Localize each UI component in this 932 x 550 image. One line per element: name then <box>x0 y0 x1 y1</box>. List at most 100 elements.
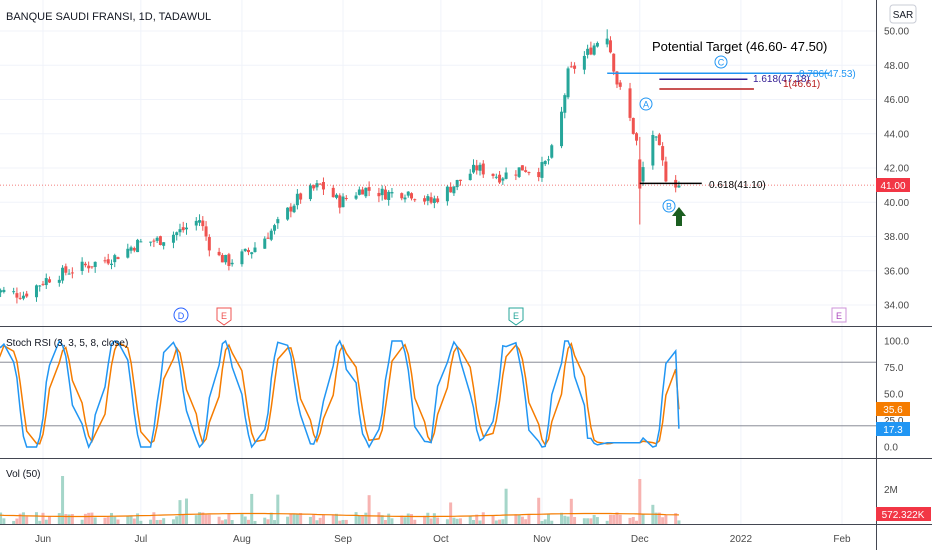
candle-body <box>628 88 632 118</box>
price-pane[interactable] <box>0 29 876 304</box>
candle-body <box>494 176 498 178</box>
rsi-y-tick-label: 25.0 <box>884 416 904 427</box>
candle-body <box>103 260 107 262</box>
volume-bar <box>139 520 143 524</box>
volume-bar <box>494 520 498 524</box>
candle-body <box>478 164 482 171</box>
volume-bar <box>250 493 254 524</box>
currency-button[interactable]: SAR <box>889 4 917 24</box>
volume-bar <box>67 514 71 524</box>
candle-body <box>70 272 74 274</box>
candle-body <box>364 187 368 197</box>
volume-bar <box>478 520 482 524</box>
volume-pane[interactable] <box>0 476 681 524</box>
volume-bar <box>377 512 381 524</box>
candle-body <box>520 165 524 171</box>
candle-body <box>413 199 417 201</box>
fib-1618-label: 1.618(47.18) <box>753 74 810 85</box>
candle-body <box>641 167 645 182</box>
x-tick-label: Sep <box>334 534 352 545</box>
volume-bar <box>198 512 202 524</box>
candle-body <box>540 162 544 178</box>
candle-body <box>331 187 335 198</box>
volume-bar <box>194 515 198 524</box>
candle-body <box>651 134 655 166</box>
candle-body <box>341 196 345 208</box>
candle-body <box>377 192 381 197</box>
volume-bar <box>390 518 394 524</box>
last-price-text: 41.00 <box>880 181 905 192</box>
candle-body <box>67 273 71 275</box>
volume-bar <box>582 518 586 524</box>
candle-body <box>429 197 433 203</box>
volume-bar <box>171 519 175 524</box>
volume-bar <box>93 517 97 524</box>
candle-body <box>481 163 485 175</box>
dividend-marker[interactable]: D <box>173 307 189 323</box>
candle-body <box>21 295 25 299</box>
volume-bar <box>661 517 665 524</box>
earnings-marker-feb[interactable]: E <box>831 307 847 323</box>
candle-body <box>335 194 339 198</box>
candle-body <box>116 257 120 260</box>
volume-bar <box>109 512 113 524</box>
volume-bar <box>201 512 205 524</box>
volume-bar <box>364 512 368 524</box>
candle-body <box>410 193 414 199</box>
candle-body <box>615 71 619 85</box>
candle-body <box>227 254 231 266</box>
x-tick-label: 2022 <box>730 534 753 545</box>
candle-body <box>543 160 547 165</box>
volume-bar <box>455 518 459 524</box>
candle-body <box>550 145 554 158</box>
volume-ma-line <box>0 512 679 518</box>
candle-body <box>263 238 267 249</box>
candle-body <box>445 186 449 202</box>
volume-bar <box>458 518 462 524</box>
candle-body <box>90 266 94 268</box>
earnings-marker-aug[interactable]: E <box>216 307 232 326</box>
candle-body <box>286 207 290 220</box>
x-tick-label: Oct <box>433 534 449 545</box>
volume-bar <box>475 514 479 524</box>
candle-body <box>458 179 462 181</box>
price-y-tick-label: 44.00 <box>884 129 909 140</box>
earnings-marker-oct[interactable]: E <box>508 307 524 326</box>
candle-body <box>315 183 319 188</box>
candle-body <box>638 159 642 189</box>
candle-body <box>198 220 202 223</box>
volume-bar <box>87 512 91 524</box>
volume-bar <box>592 514 596 524</box>
volume-bar <box>413 519 417 524</box>
volume-bar <box>25 516 29 524</box>
volume-bar <box>70 514 74 524</box>
wave-a-marker: A <box>639 97 653 111</box>
volume-bar <box>524 519 528 524</box>
volume-bar <box>106 516 110 524</box>
volume-bar <box>44 519 48 524</box>
volume-bar <box>331 514 335 524</box>
candle-body <box>250 252 254 255</box>
candle-body <box>582 55 586 70</box>
volume-bar <box>175 516 179 524</box>
candle-body <box>149 241 153 243</box>
candle-body <box>426 196 430 201</box>
candle-body <box>109 263 113 265</box>
up-arrow-icon <box>672 207 686 226</box>
candle-body <box>289 206 293 212</box>
stoch-rsi-pane[interactable] <box>0 339 876 449</box>
candle-body <box>57 279 61 283</box>
candle-body <box>661 146 665 161</box>
candle-body <box>573 65 577 69</box>
volume-bar <box>243 516 247 524</box>
candle-body <box>318 183 322 185</box>
volume-bar <box>543 519 547 524</box>
volume-bar <box>80 519 84 524</box>
volume-bar <box>550 520 554 524</box>
candle-body <box>194 220 198 226</box>
candle-body <box>498 174 502 183</box>
volume-bar <box>126 515 130 524</box>
volume-bar <box>436 517 440 524</box>
candle-body <box>83 263 87 266</box>
candle-body <box>139 241 143 243</box>
